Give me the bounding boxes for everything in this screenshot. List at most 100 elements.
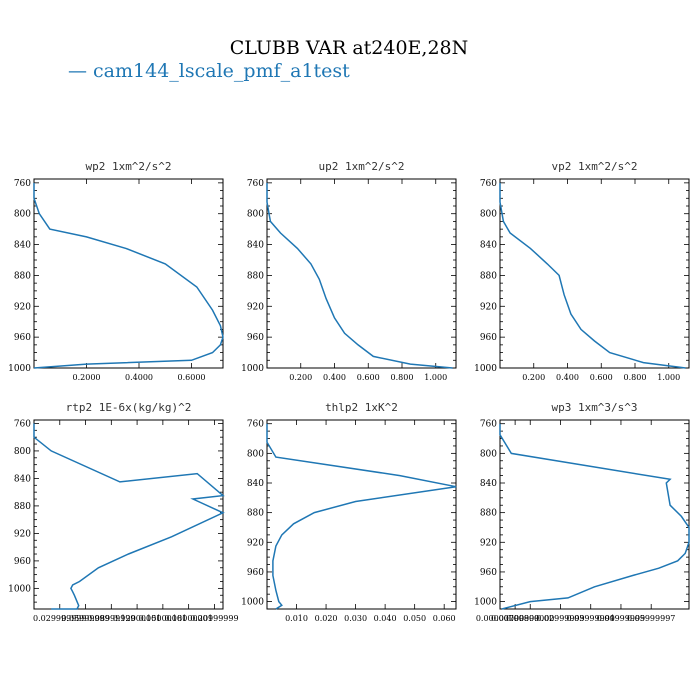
y-tick-label: 760 bbox=[480, 420, 497, 430]
y-tick-label: 880 bbox=[247, 271, 264, 281]
y-tick-label: 760 bbox=[247, 420, 264, 430]
panel-title: rtp2 1E-6x(kg/kg)^2 bbox=[66, 401, 192, 414]
x-tick-label: 0.2000 bbox=[73, 373, 101, 382]
y-tick-label: 840 bbox=[247, 479, 264, 489]
y-tick-label: 760 bbox=[480, 179, 497, 189]
panel-4: rtp2 1E-6x(kg/kg)^2 760 800 840 880 920 960 100… bbox=[8, 401, 238, 623]
x-tick-label: 0.03999999 bbox=[567, 614, 615, 623]
y-tick-label: 920 bbox=[480, 302, 497, 312]
y-tick-label: 760 bbox=[14, 179, 31, 189]
y-tick-label: 920 bbox=[247, 538, 264, 548]
series-line bbox=[499, 182, 686, 369]
panel-2: up2 1xm^2/s^2 760 800 840 880 920 960 1000 0.200… bbox=[241, 160, 457, 382]
x-tick-label: 0.020 bbox=[315, 614, 338, 623]
y-tick-label: 800 bbox=[480, 210, 497, 220]
x-tick-label: 0.600 bbox=[590, 373, 613, 382]
x-tick-label: 0.08999999 bbox=[87, 614, 135, 623]
x-tick-label: 0.800 bbox=[391, 373, 414, 382]
panel-title: wp3 1xm^3/s^3 bbox=[551, 401, 637, 414]
y-tick-label: 960 bbox=[14, 557, 31, 567]
y-tick-label: 760 bbox=[14, 419, 31, 429]
x-tick-label: 0.800 bbox=[624, 373, 647, 382]
y-tick-label: 800 bbox=[480, 449, 497, 459]
y-tick-label: 880 bbox=[14, 502, 31, 512]
x-tick-label: 0.050 bbox=[403, 614, 426, 623]
x-tick-label: 0.00000000 bbox=[476, 614, 524, 623]
y-tick-label: 920 bbox=[247, 302, 264, 312]
x-tick-label: 0.05999999 bbox=[61, 614, 109, 623]
y-tick-label: 920 bbox=[14, 529, 31, 539]
chart-title: CLUBB VAR at240E,28N bbox=[230, 37, 469, 59]
panel-title: vp2 1xm^2/s^2 bbox=[551, 160, 637, 173]
panel-title: up2 1xm^2/s^2 bbox=[318, 160, 404, 173]
x-tick-label: 1.000 bbox=[424, 373, 447, 382]
series-line bbox=[266, 423, 457, 610]
x-tick-label: 0.05999997 bbox=[627, 614, 675, 623]
y-tick-label: 840 bbox=[14, 241, 31, 251]
y-tick-label: 960 bbox=[480, 333, 497, 343]
panel-6: wp3 1xm^3/s^3 760 800 840 880 920 960 1000 0.000… bbox=[474, 401, 690, 623]
x-tick-label: 0.200 bbox=[289, 373, 312, 382]
x-tick-label: 0.600 bbox=[357, 373, 380, 382]
x-tick-label: 0.6000 bbox=[178, 373, 206, 382]
x-tick-label: 0.400 bbox=[556, 373, 579, 382]
plot-frame bbox=[266, 178, 457, 369]
x-tick-label: 0.00799999 bbox=[491, 614, 539, 623]
y-tick-label: 800 bbox=[14, 447, 31, 457]
panel-5: thlp2 1xK^2 760 800 840 880 920 960 1000 0.010 0.… bbox=[241, 401, 457, 623]
y-tick-label: 920 bbox=[480, 538, 497, 548]
x-tick-label: 0.060 bbox=[433, 614, 456, 623]
series-line bbox=[33, 423, 225, 610]
y-tick-label: 880 bbox=[480, 271, 497, 281]
x-tick-label: 0.010 bbox=[285, 614, 308, 623]
plot-frame bbox=[499, 178, 690, 369]
plot-frame bbox=[266, 419, 457, 610]
y-tick-label: 960 bbox=[247, 568, 264, 578]
x-tick-label: 0.20999999 bbox=[190, 614, 238, 623]
y-tick-label: 840 bbox=[247, 241, 264, 251]
legend-entry: — cam144_lscale_pmf_a1test bbox=[68, 60, 350, 82]
x-tick-label: 0.18000001 bbox=[164, 614, 212, 623]
plot-frame bbox=[33, 419, 224, 610]
x-tick-label: 0.04999999 bbox=[597, 614, 645, 623]
x-tick-label: 0.030 bbox=[344, 614, 367, 623]
series-line bbox=[266, 182, 453, 369]
panel-1: wp2 1xm^2/s^2 760 800 840 880 920 960 1000 0.200… bbox=[8, 160, 224, 382]
series-line bbox=[33, 182, 224, 369]
x-tick-label: 0.00800000 bbox=[506, 614, 554, 623]
y-tick-label: 800 bbox=[247, 210, 264, 220]
y-tick-label: 840 bbox=[480, 479, 497, 489]
y-tick-label: 1000 bbox=[241, 364, 264, 374]
x-tick-label: 0.029999999 bbox=[33, 614, 86, 623]
y-tick-label: 760 bbox=[247, 179, 264, 189]
x-tick-label: 0.02999999 bbox=[536, 614, 584, 623]
x-tick-label: 0.4000 bbox=[125, 373, 153, 382]
y-tick-label: 920 bbox=[14, 302, 31, 312]
plot-frame bbox=[499, 419, 690, 610]
y-tick-label: 840 bbox=[480, 241, 497, 251]
panel-title: thlp2 1xK^2 bbox=[325, 401, 398, 414]
x-tick-label: 0.040 bbox=[374, 614, 397, 623]
plot-frame bbox=[33, 178, 224, 369]
y-tick-label: 960 bbox=[480, 568, 497, 578]
x-tick-label: 0.12000001 bbox=[113, 614, 161, 623]
y-tick-label: 1000 bbox=[8, 584, 31, 594]
y-tick-label: 1000 bbox=[241, 598, 264, 608]
x-tick-label: 0.15000001 bbox=[139, 614, 187, 623]
y-tick-label: 1000 bbox=[474, 598, 497, 608]
y-tick-label: 880 bbox=[247, 509, 264, 519]
panels: wp2 1xm^2/s^2 760 800 840 880 920 960 1000 0.200… bbox=[8, 160, 690, 623]
panel-title: wp2 1xm^2/s^2 bbox=[85, 160, 171, 173]
y-tick-label: 960 bbox=[247, 333, 264, 343]
x-tick-label: 0.400 bbox=[323, 373, 346, 382]
y-tick-label: 960 bbox=[14, 333, 31, 343]
y-tick-label: 800 bbox=[14, 210, 31, 220]
y-tick-label: 800 bbox=[247, 449, 264, 459]
panel-3: vp2 1xm^2/s^2 760 800 840 880 920 960 1000 0.200… bbox=[474, 160, 690, 382]
y-tick-label: 880 bbox=[480, 509, 497, 519]
y-tick-label: 880 bbox=[14, 271, 31, 281]
x-tick-label: 1.000 bbox=[657, 373, 680, 382]
series-line bbox=[499, 423, 690, 610]
x-tick-label: 0.200 bbox=[522, 373, 545, 382]
